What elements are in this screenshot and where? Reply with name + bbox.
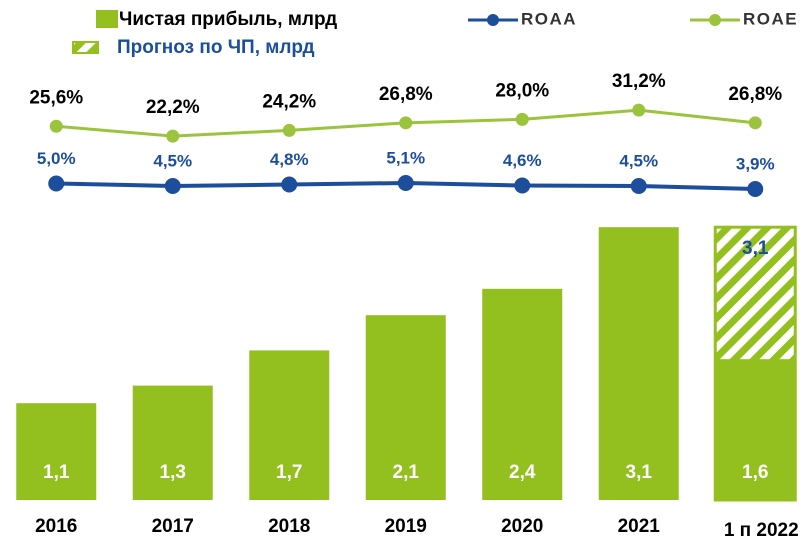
bar	[249, 350, 330, 500]
line-value-label: 25,6%	[29, 87, 83, 108]
bar	[482, 288, 563, 500]
bar	[598, 227, 679, 500]
bar-value-label: 2,1	[393, 462, 420, 483]
line-marker	[632, 103, 646, 117]
bar-value-label: 1,3	[160, 462, 186, 483]
x-tick-label: 2019	[385, 516, 427, 537]
line-value-label: 26,8%	[379, 84, 433, 105]
bar-value-label: 1,7	[276, 462, 302, 483]
line-value-label: 22,2%	[146, 97, 200, 118]
legend-marker	[487, 14, 499, 26]
x-tick-label: 2018	[268, 516, 310, 537]
line-marker	[630, 178, 647, 194]
bar-value-label: 1,1	[43, 462, 70, 483]
bar-value-label: 1,6	[742, 462, 768, 483]
line-value-label: 4,8%	[270, 150, 309, 169]
line-marker	[748, 116, 762, 130]
line-marker	[399, 116, 413, 130]
legend-label: ROAE	[743, 9, 798, 28]
line-marker	[48, 175, 65, 192]
x-tick-label: 2016	[35, 516, 77, 537]
line-value-label: 4,5%	[619, 151, 658, 170]
legend-label: Прогноз по ЧП, млрд	[117, 37, 315, 58]
x-tick-label: 1 п 2022	[724, 520, 799, 541]
line-value-label: 5,0%	[37, 149, 76, 168]
bar	[16, 403, 97, 500]
line-value-label: 24,2%	[262, 91, 316, 112]
legend-label: ROAA	[521, 9, 577, 28]
line-marker	[281, 176, 298, 193]
line-marker	[515, 112, 529, 126]
line-value-label: 4,5%	[153, 151, 192, 170]
line-value-label: 26,8%	[728, 84, 782, 105]
bar	[365, 315, 446, 500]
line-marker	[282, 123, 296, 137]
line-marker	[164, 178, 181, 194]
bar	[132, 385, 213, 500]
line-marker	[397, 175, 414, 191]
bar-value-label: 2,4	[509, 462, 536, 483]
x-tick-label: 2021	[618, 516, 661, 537]
line-value-label: 28,0%	[495, 80, 549, 101]
line-marker	[49, 119, 63, 133]
bar-value-label: 3,1	[626, 462, 653, 483]
legend-label: Чистая прибыль, млрд	[119, 9, 337, 30]
line-marker	[514, 177, 531, 194]
line-marker	[166, 129, 180, 143]
legend-marker	[709, 14, 721, 26]
x-tick-label: 2020	[501, 516, 543, 537]
line-marker	[747, 181, 764, 197]
x-tick-label: 2017	[152, 516, 194, 537]
legend-swatch	[72, 41, 99, 54]
line-value-label: 4,6%	[503, 151, 542, 170]
legend-swatch	[96, 10, 118, 28]
bar	[715, 359, 796, 500]
line-value-label: 3,9%	[736, 154, 775, 173]
forecast-value-label: 3,1	[742, 238, 769, 259]
line-value-label: 31,2%	[612, 71, 666, 92]
line-value-label: 5,1%	[386, 148, 425, 167]
